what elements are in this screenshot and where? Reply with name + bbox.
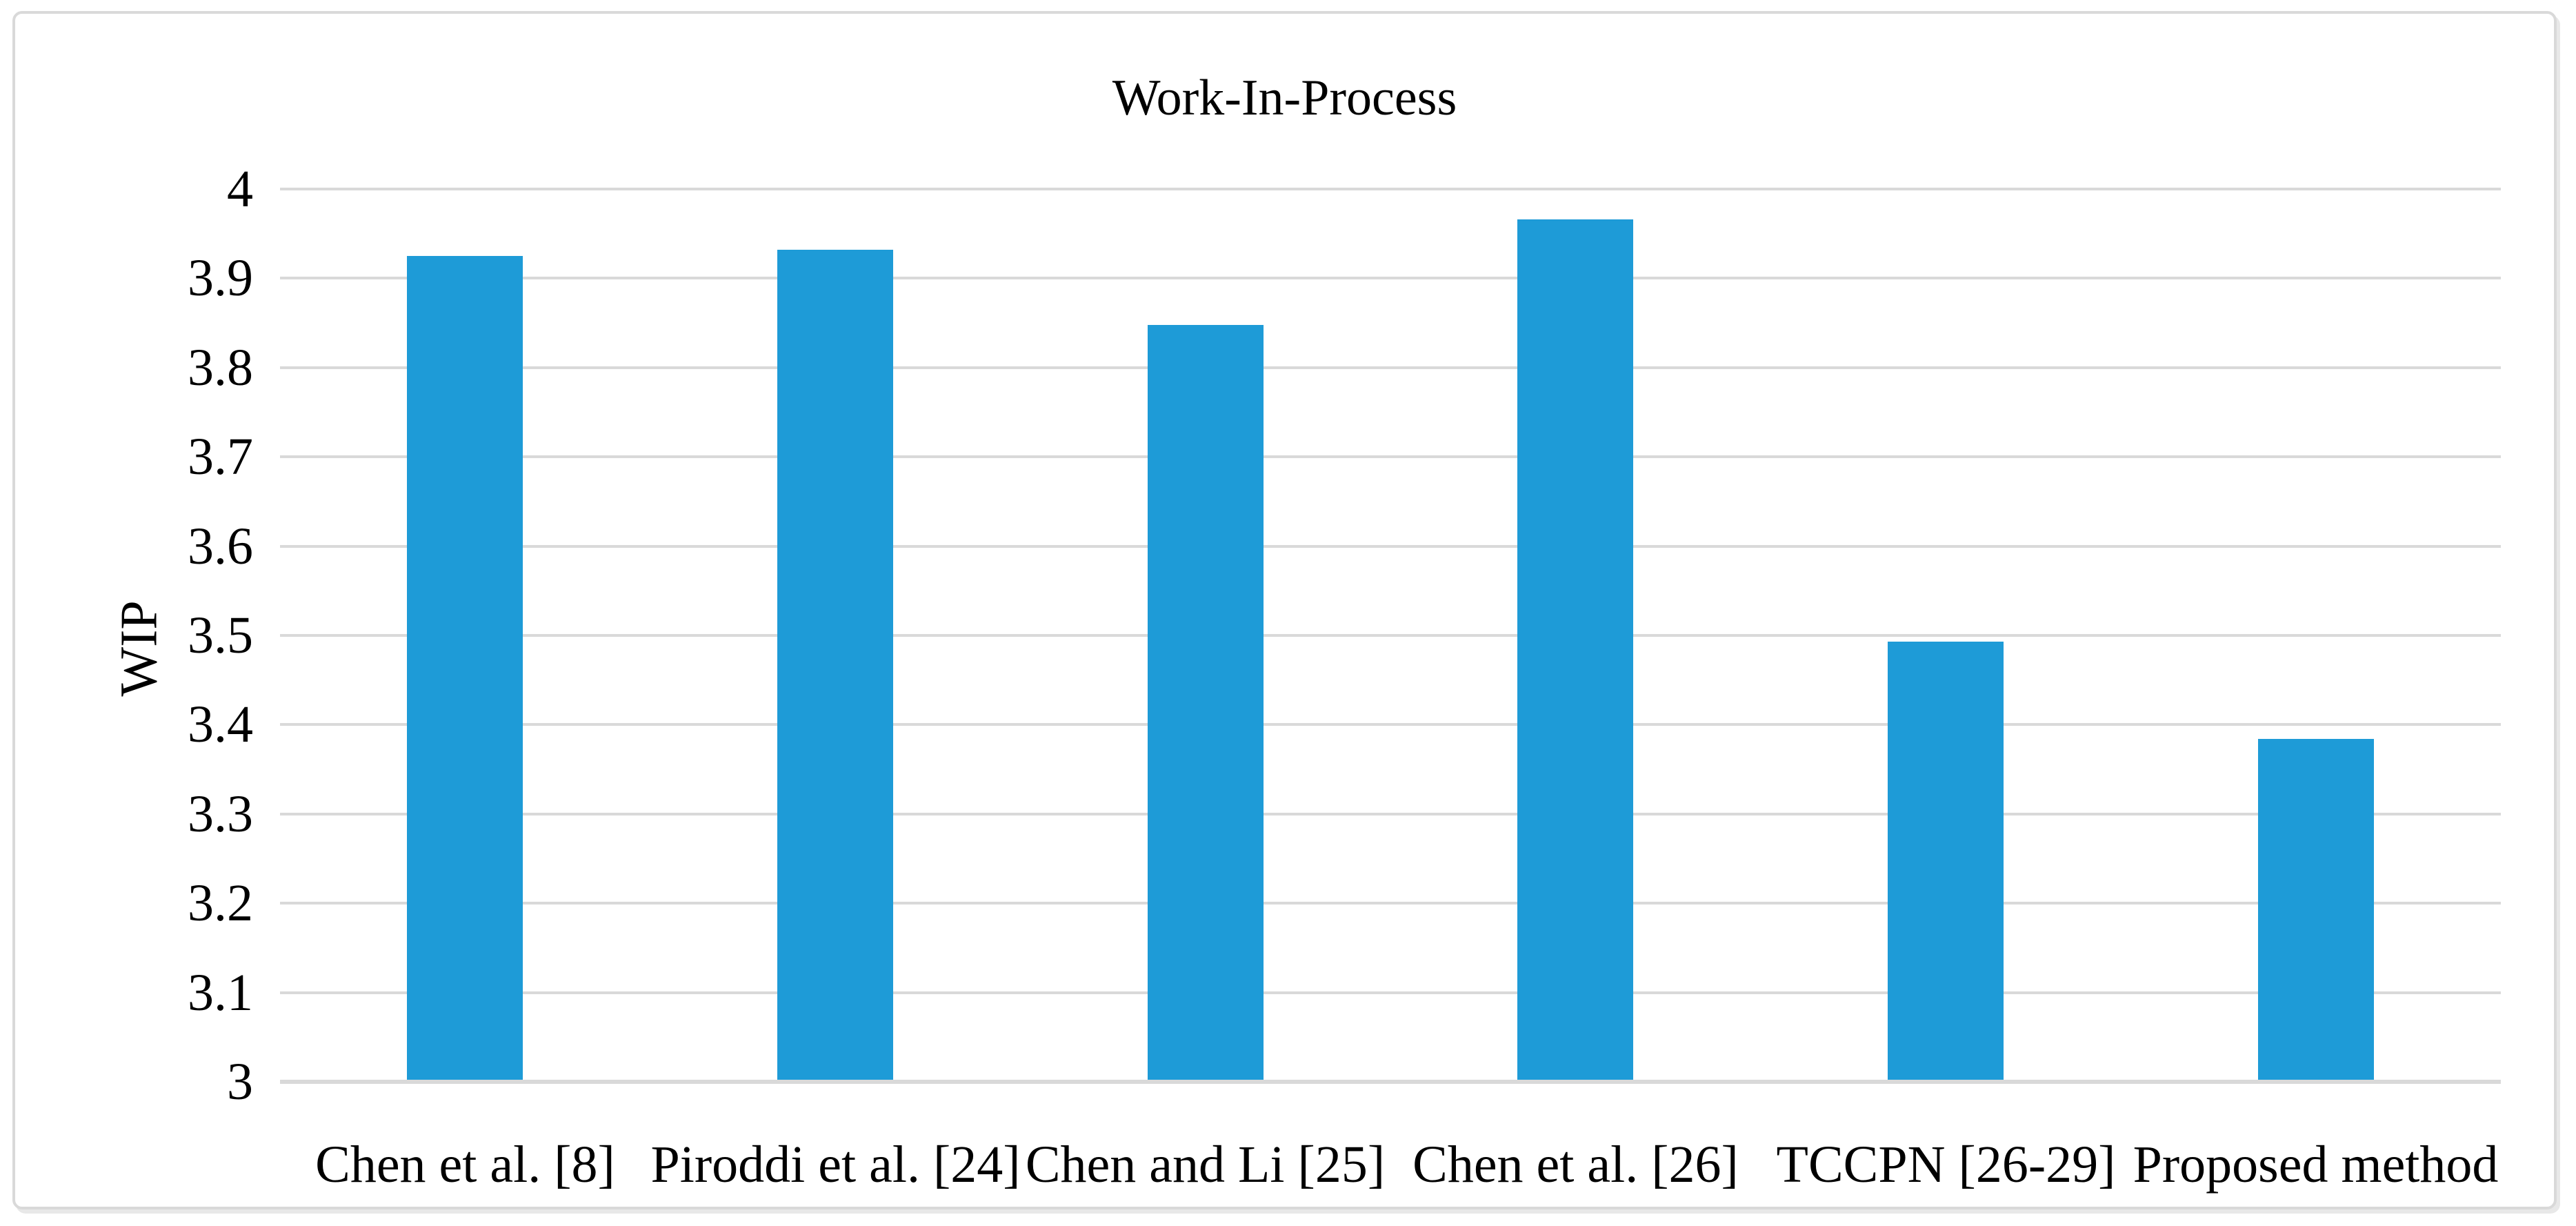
x-tick-label: Chen et al. [8] xyxy=(315,1136,615,1194)
bar-2 xyxy=(777,250,893,1080)
gridline xyxy=(280,902,2501,904)
x-tick-label: Chen et al. [26] xyxy=(1412,1136,1739,1194)
y-tick-label: 3.2 xyxy=(188,874,253,932)
gridline xyxy=(280,634,2501,637)
y-tick-label: 3 xyxy=(227,1053,253,1111)
y-tick-label: 3.1 xyxy=(188,964,253,1022)
y-tick-label: 3.3 xyxy=(188,785,253,843)
gridline xyxy=(280,545,2501,548)
y-tick-label: 3.8 xyxy=(188,339,253,397)
y-tick-label: 3.7 xyxy=(188,428,253,486)
y-tick-label: 4 xyxy=(227,160,253,218)
y-tick-label: 3.6 xyxy=(188,517,253,575)
y-tick-label: 3.4 xyxy=(188,695,253,753)
gridline xyxy=(280,455,2501,458)
x-tick-label: Proposed method xyxy=(2133,1136,2499,1194)
x-tick-label: Chen and Li [25] xyxy=(1025,1136,1386,1194)
chart-title: Work-In-Process xyxy=(1112,70,1457,126)
gridline xyxy=(280,991,2501,994)
gridline xyxy=(280,366,2501,369)
gridline xyxy=(280,188,2501,190)
y-tick-label: 3.5 xyxy=(188,606,253,664)
x-tick-label: TCCPN [26-29] xyxy=(1776,1136,2116,1194)
bar-5 xyxy=(1888,642,2004,1080)
bar-3 xyxy=(1148,325,1264,1080)
y-tick-label: 3.9 xyxy=(188,249,253,307)
bar-6 xyxy=(2258,739,2374,1080)
gridline xyxy=(280,813,2501,815)
chart-frame: Work-In-Process WIP 3 3.1 3.2 3.3 3.4 3.5 3.6 3… xyxy=(12,11,2557,1209)
gridline xyxy=(280,277,2501,279)
x-axis-baseline xyxy=(280,1080,2501,1084)
gridline xyxy=(280,723,2501,726)
bar-4 xyxy=(1517,219,1633,1080)
x-tick-label: Piroddi et al. [24] xyxy=(650,1136,1021,1194)
bar-1 xyxy=(407,256,523,1080)
